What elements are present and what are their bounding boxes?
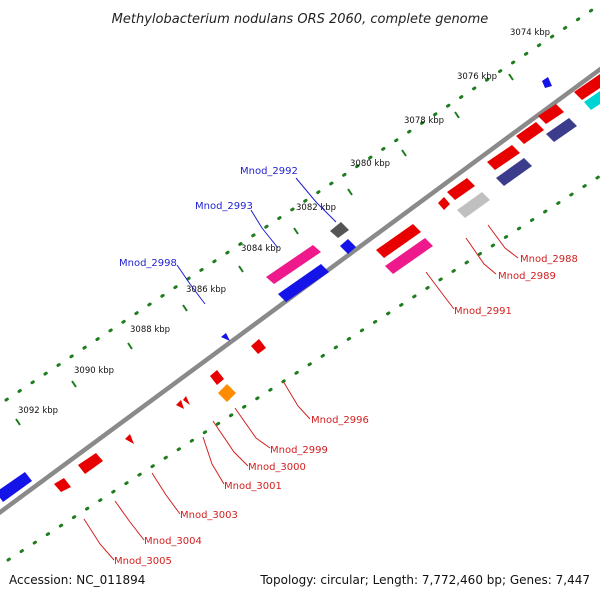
- leader-line: [425, 271, 455, 310]
- gene-label-mnod-3005[interactable]: Mnod_3005: [114, 556, 172, 567]
- gene-arrow[interactable]: [251, 339, 266, 354]
- gene-arrow[interactable]: [457, 192, 490, 218]
- leader-line: [465, 237, 497, 275]
- gene-arrow[interactable]: [385, 238, 433, 274]
- gene-arrow[interactable]: [210, 370, 224, 385]
- tick-label-3080: 3080 kbp: [350, 159, 390, 169]
- gene-arrow[interactable]: [542, 77, 552, 88]
- gene-arrow[interactable]: [538, 104, 564, 124]
- gene-arrow[interactable]: [447, 178, 475, 200]
- gene-label-mnod-2998[interactable]: Mnod_2998: [119, 258, 177, 269]
- gene-label-mnod-2993[interactable]: Mnod_2993: [195, 201, 253, 212]
- gene-arrow[interactable]: [340, 239, 356, 254]
- leader-line: [282, 380, 311, 420]
- leader-line: [295, 177, 337, 223]
- gene-arrow[interactable]: [516, 122, 544, 144]
- tick-label-3090: 3090 kbp: [74, 366, 114, 376]
- leader-line: [114, 500, 145, 541]
- topology-text: Topology: circular; Length: 7,772,460 bp…: [260, 573, 590, 587]
- major-tick: [508, 73, 514, 81]
- leader-line: [83, 518, 115, 561]
- gene-arrow[interactable]: [266, 245, 321, 284]
- leader-lines-above: [176, 177, 337, 305]
- gene-labels-below: Mnod_2988 Mnod_2989 Mnod_2991 Mnod_2996 …: [114, 254, 578, 567]
- gene-label-mnod-2992[interactable]: Mnod_2992: [240, 166, 298, 177]
- gene-arrow[interactable]: [125, 434, 134, 444]
- tick-label-3082: 3082 kbp: [296, 203, 336, 213]
- gene-arrow[interactable]: [438, 197, 450, 210]
- major-tick: [71, 380, 77, 388]
- gene-arrow[interactable]: [183, 396, 190, 405]
- major-ticks: [15, 73, 514, 426]
- leader-lines-below: [83, 224, 519, 561]
- gene-labels-above: Mnod_2992 Mnod_2993 Mnod_2998: [119, 166, 298, 269]
- leader-line: [176, 264, 206, 305]
- major-tick: [401, 149, 407, 157]
- gene-label-mnod-2988[interactable]: Mnod_2988: [520, 254, 578, 265]
- tick-label-3074: 3074 kbp: [510, 28, 550, 38]
- gene-arrow[interactable]: [496, 158, 532, 186]
- tick-label-3078: 3078 kbp: [404, 116, 444, 126]
- forward-genes: [0, 74, 600, 502]
- major-tick: [347, 188, 353, 196]
- gene-arrow[interactable]: [54, 478, 71, 492]
- gene-arrow[interactable]: [278, 264, 329, 302]
- gene-arrow[interactable]: [574, 74, 600, 100]
- major-tick: [127, 342, 133, 350]
- gene-arrow[interactable]: [584, 91, 600, 110]
- gene-arrow[interactable]: [218, 384, 236, 402]
- gene-arrow[interactable]: [330, 222, 349, 238]
- major-tick: [454, 111, 460, 119]
- gene-label-mnod-3000[interactable]: Mnod_3000: [248, 462, 306, 473]
- gene-label-mnod-2996[interactable]: Mnod_2996: [311, 415, 369, 426]
- tick-label-3092: 3092 kbp: [18, 406, 58, 416]
- gene-label-mnod-2999[interactable]: Mnod_2999: [270, 445, 328, 456]
- major-tick: [182, 304, 188, 312]
- tick-label-3086: 3086 kbp: [186, 285, 226, 295]
- leader-line: [202, 436, 225, 485]
- gene-arrow[interactable]: [78, 453, 103, 474]
- tick-label-3076: 3076 kbp: [457, 72, 497, 82]
- major-tick: [293, 227, 299, 235]
- reverse-genes: [54, 104, 577, 492]
- gene-arrow[interactable]: [546, 118, 577, 142]
- gene-label-mnod-3001[interactable]: Mnod_3001: [224, 481, 282, 492]
- leader-line: [151, 472, 181, 515]
- leader-line: [250, 209, 279, 249]
- tick-labels: 3074 kbp 3076 kbp 3078 kbp 3080 kbp 3082…: [18, 28, 550, 416]
- leader-line: [234, 407, 271, 449]
- tick-label-3084: 3084 kbp: [241, 244, 281, 254]
- gene-arrow[interactable]: [376, 224, 421, 258]
- tick-label-3088: 3088 kbp: [130, 325, 170, 335]
- gene-label-mnod-3003[interactable]: Mnod_3003: [180, 510, 238, 521]
- leader-line: [487, 224, 519, 259]
- major-tick: [238, 265, 244, 273]
- gene-arrow[interactable]: [176, 400, 184, 409]
- gene-arrow[interactable]: [221, 333, 230, 341]
- map-title: Methylobacterium nodulans ORS 2060, comp…: [112, 12, 489, 27]
- major-tick: [15, 418, 21, 426]
- gene-label-mnod-2991[interactable]: Mnod_2991: [454, 306, 512, 317]
- gene-label-mnod-3004[interactable]: Mnod_3004: [144, 536, 202, 547]
- gene-arrow[interactable]: [487, 145, 520, 170]
- gene-label-mnod-2989[interactable]: Mnod_2989: [498, 271, 556, 282]
- gene-arrow[interactable]: [0, 472, 32, 502]
- accession-text: Accession: NC_011894: [9, 573, 146, 587]
- leader-line: [212, 420, 249, 467]
